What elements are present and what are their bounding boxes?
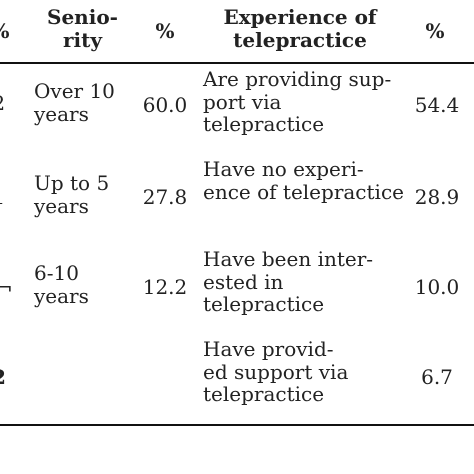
- row-1-experience: Are providing sup- port via telepractice: [203, 68, 408, 136]
- header-seniority-line-2: rity: [63, 28, 102, 52]
- clipped-left-value-3: ¬: [0, 275, 13, 299]
- row-2-seniority-line-2: years: [34, 193, 89, 218]
- row-2-experience: Have no experi- ence of telepractice: [203, 158, 408, 203]
- row-1-experience-line-2: port via telepractice: [203, 89, 325, 136]
- bottom-rule: [0, 424, 474, 426]
- row-1-seniority: Over 10 years: [34, 80, 134, 125]
- row-4-experience-line-1: Have provid-: [203, 337, 334, 361]
- row-3-seniority: 6-10 years: [34, 262, 134, 307]
- row-2-experience-pct: 28.9: [414, 185, 460, 209]
- header-experience-line-1: Experience of: [223, 5, 377, 29]
- header-experience: Experience of telepractice: [200, 6, 400, 52]
- row-4-experience-pct: 6.7: [421, 365, 453, 389]
- header-percent-left: %: [0, 20, 10, 43]
- header-seniority: Senio- rity: [30, 6, 135, 52]
- row-2-seniority: Up to 5 years: [34, 172, 134, 217]
- header-percent-experience: %: [425, 19, 445, 43]
- row-1-seniority-line-1: Over 10: [34, 79, 115, 103]
- row-1-experience-line-1: Are providing sup-: [203, 67, 392, 91]
- row-2-seniority-line-1: Up to 5: [34, 171, 110, 195]
- row-3-experience: Have been inter- ested in telepractice: [203, 248, 408, 316]
- row-3-seniority-line-1: 6-10: [34, 261, 79, 285]
- row-2-experience-line-2: ence of telepractice: [203, 179, 404, 204]
- row-4-experience-line-2: ed support via: [203, 359, 349, 384]
- row-3-seniority-pct: 12.2: [142, 275, 188, 299]
- row-2-seniority-pct: 27.8: [142, 185, 188, 209]
- row-1-seniority-pct: 60.0: [142, 93, 188, 117]
- row-3-seniority-line-2: years: [34, 283, 89, 308]
- clipped-left-value-4: 2: [0, 366, 6, 388]
- header-experience-line-2: telepractice: [233, 28, 367, 52]
- clipped-left-value-2: .1: [0, 186, 5, 208]
- row-2-experience-line-1: Have no experi-: [203, 157, 364, 181]
- row-3-experience-line-2: ested in telepractice: [203, 269, 325, 316]
- row-1-seniority-line-2: years: [34, 101, 89, 126]
- row-1-experience-pct: 54.4: [414, 93, 460, 117]
- clipped-left-value-1: .2: [0, 92, 5, 114]
- row-3-experience-line-1: Have been inter-: [203, 247, 374, 271]
- row-4-experience-line-3: telepractice: [203, 382, 325, 406]
- header-seniority-line-1: Senio-: [47, 5, 118, 29]
- row-4-experience: Have provid- ed support via telepractice: [203, 338, 408, 406]
- header-percent-seniority: %: [155, 19, 175, 43]
- row-3-experience-pct: 10.0: [414, 275, 460, 299]
- header-rule: [0, 62, 474, 64]
